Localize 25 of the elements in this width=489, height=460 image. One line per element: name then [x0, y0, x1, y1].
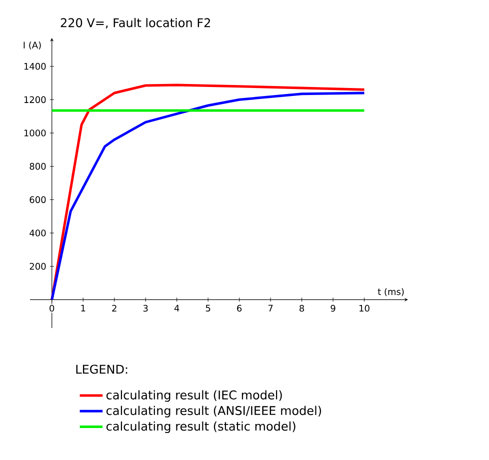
y-tick-label: 600 — [30, 196, 46, 204]
y-tick-label: 1000 — [24, 130, 46, 136]
y-tick-label: 1400 — [24, 62, 46, 70]
x-tick-label: 1 — [81, 304, 86, 312]
chart-title: 220 V=, Fault location F2 — [60, 18, 210, 28]
x-tick-label: 6 — [237, 304, 242, 312]
y-tick-label: 800 — [30, 162, 46, 170]
x-tick-label: 10 — [360, 304, 370, 312]
x-tick-label: 9 — [330, 304, 336, 312]
x-tick-label: 3 — [143, 304, 148, 312]
legend-title: LEGEND: — [76, 364, 128, 374]
y-tick-label: 400 — [30, 230, 46, 236]
y-tick-label: 200 — [30, 262, 46, 270]
x-tick-label: 7 — [268, 304, 273, 312]
legend-label: calculating result (IEC model) — [106, 390, 282, 402]
x-tick-label: 8 — [300, 304, 304, 312]
legend-label: calculating result (ANSI/IEEE model) — [106, 406, 322, 418]
x-tick-label: 2 — [112, 304, 116, 312]
y-axis-title: I (A) — [24, 42, 41, 50]
x-tick-label: 5 — [206, 304, 210, 312]
legend-label: calculating result (static model) — [106, 421, 296, 434]
x-tick-label: 4 — [174, 304, 180, 312]
x-tick-label: 0 — [50, 304, 54, 312]
y-tick-label: 1200 — [24, 96, 46, 104]
x-axis-title: t (ms) — [378, 288, 404, 296]
